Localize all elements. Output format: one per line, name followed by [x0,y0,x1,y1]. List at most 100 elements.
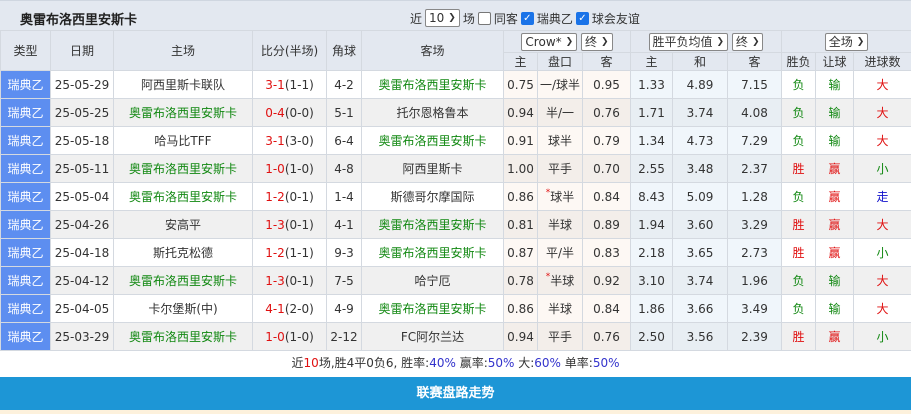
league-cell[interactable]: 瑞典乙 [0,182,51,211]
win-rate: 40% [429,356,456,370]
win-loss: 负 [781,70,817,99]
odds-time-select[interactable]: 终 ❯ [731,32,764,51]
goals-result-text: 走 [876,190,889,204]
league-checkbox[interactable]: ✓ [520,11,534,25]
away-team[interactable]: 托尔恩格鲁本 [396,106,469,120]
home-team-cell[interactable]: 斯托克松德 [113,238,253,267]
away-team-cell[interactable]: 斯德哥尔摩国际 [361,182,504,211]
home-team[interactable]: 阿西里斯卡联队 [140,78,225,92]
score-cell[interactable]: 4-1(2-0) [252,294,327,323]
win-loss: 负 [781,98,817,127]
league-cell[interactable]: 瑞典乙 [0,70,51,99]
full-time-score[interactable]: 3-1 [265,77,285,92]
home-team-cell[interactable]: 奥雷布洛西里安斯卡 [113,154,253,183]
league-cell[interactable]: 瑞典乙 [0,126,51,155]
section-header[interactable]: 联赛盘路走势 [0,377,911,410]
league-cell[interactable]: 瑞典乙 [0,294,51,323]
league-cell[interactable]: 瑞典乙 [0,322,51,351]
home-team-cell[interactable]: 奥雷布洛西里安斯卡 [113,266,253,295]
league-cell[interactable]: 瑞典乙 [0,154,51,183]
date-cell-text: 25-05-25 [54,105,110,120]
away-team-cell[interactable]: 奥雷布洛西里安斯卡 [361,70,504,99]
date-cell-text: 25-05-04 [54,189,110,204]
company-value: Crow* [525,34,562,49]
full-time-score[interactable]: 0-4 [265,105,285,120]
score-cell[interactable]: 1-2(1-1) [252,238,327,267]
score-cell[interactable]: 1-0(1-0) [252,154,327,183]
league-cell[interactable]: 瑞典乙 [0,266,51,295]
score-cell[interactable]: 1-2(0-1) [252,182,327,211]
home-team-cell[interactable]: 阿西里斯卡联队 [113,70,253,99]
full-time-score[interactable]: 4-1 [265,301,285,316]
away-team-cell[interactable]: 哈宁厄 [361,266,504,295]
home-team[interactable]: 安高平 [164,218,201,232]
away-team-cell[interactable]: FC阿尔兰达 [361,322,504,351]
away-team[interactable]: 斯德哥尔摩国际 [390,190,475,204]
away-team[interactable]: 奥雷布洛西里安斯卡 [378,302,487,316]
score-cell[interactable]: 3-1(1-1) [252,70,327,99]
table-row: 瑞典乙 25-04-18 斯托克松德 1-2(1-1) 9-3 奥雷布洛西里安斯卡 0.87… [0,238,911,267]
goals-result: 大 [853,266,911,295]
company-select[interactable]: Crow* ❯ [521,32,578,51]
full-time-score[interactable]: 3-1 [265,133,285,148]
away-team[interactable]: 奥雷布洛西里安斯卡 [378,78,487,92]
odds-draw-text: 3.74 [686,273,714,288]
score-cell[interactable]: 1-3(0-1) [252,210,327,239]
away-team[interactable]: FC阿尔兰达 [400,330,465,344]
match-count-select[interactable]: 10 ❯ [425,9,460,27]
away-team-cell[interactable]: 奥雷布洛西里安斯卡 [361,210,504,239]
scope-select[interactable]: 全场 ❯ [824,32,869,51]
away-team[interactable]: 奥雷布洛西里安斯卡 [378,246,487,260]
home-team-cell[interactable]: 卡尔堡斯(中) [113,294,253,323]
score-cell[interactable]: 0-4(0-0) [252,98,327,127]
same-away-checkbox[interactable] [477,11,491,25]
full-time-score[interactable]: 1-2 [265,189,285,204]
handicap-line: *球半 [537,182,583,211]
away-team-cell[interactable]: 奥雷布洛西里安斯卡 [361,126,504,155]
away-team-cell[interactable]: 阿西里斯卡 [361,154,504,183]
full-time-score[interactable]: 1-3 [265,273,285,288]
corner-cell: 6-4 [326,126,362,155]
table-row: 瑞典乙 25-05-04 奥雷布洛西里安斯卡 1-2(0-1) 1-4 斯德哥尔摩国际 0.… [0,182,911,211]
away-team[interactable]: 奥雷布洛西里安斯卡 [378,218,487,232]
friendly-checkbox[interactable]: ✓ [575,11,589,25]
home-team[interactable]: 奥雷布洛西里安斯卡 [128,274,237,288]
score-cell[interactable]: 1-0(1-0) [252,322,327,351]
odds-type-select[interactable]: 胜平负均值 ❯ [648,32,729,51]
score-cell[interactable]: 3-1(3-0) [252,126,327,155]
score-cell[interactable]: 1-3(0-1) [252,266,327,295]
handicap-result: 输 [815,294,855,323]
league-cell[interactable]: 瑞典乙 [0,210,51,239]
home-team-cell[interactable]: 奥雷布洛西里安斯卡 [113,182,253,211]
full-time-score[interactable]: 1-0 [265,161,285,176]
home-team-cell[interactable]: 奥雷布洛西里安斯卡 [113,98,253,127]
home-team-cell[interactable]: 安高平 [113,210,253,239]
home-team[interactable]: 奥雷布洛西里安斯卡 [128,162,237,176]
away-team-cell[interactable]: 托尔恩格鲁本 [361,98,504,127]
home-team[interactable]: 哈马比TFF [154,134,212,148]
away-team[interactable]: 阿西里斯卡 [402,162,463,176]
odds-draw-text: 3.65 [686,245,714,260]
home-team[interactable]: 奥雷布洛西里安斯卡 [128,330,237,344]
odds-away: 4.08 [726,98,783,127]
home-team[interactable]: 奥雷布洛西里安斯卡 [128,106,237,120]
home-team-cell[interactable]: 奥雷布洛西里安斯卡 [113,322,253,351]
home-team[interactable]: 斯托克松德 [152,246,213,260]
league-cell[interactable]: 瑞典乙 [0,238,51,267]
summary-text: 近 [291,356,304,370]
away-team[interactable]: 奥雷布洛西里安斯卡 [378,134,487,148]
home-team-cell[interactable]: 哈马比TFF [113,126,253,155]
away-team[interactable]: 哈宁厄 [414,274,451,288]
star-mark: * [545,188,551,198]
goals-result-text: 小 [876,330,889,344]
away-team-cell[interactable]: 奥雷布洛西里安斯卡 [361,294,504,323]
league-cell[interactable]: 瑞典乙 [0,98,51,127]
full-time-score[interactable]: 1-0 [265,329,285,344]
handicap-time-select[interactable]: 终 ❯ [581,32,613,51]
home-team[interactable]: 奥雷布洛西里安斯卡 [128,190,237,204]
away-team-cell[interactable]: 奥雷布洛西里安斯卡 [361,238,504,267]
full-time-score[interactable]: 1-3 [265,217,285,232]
home-team[interactable]: 卡尔堡斯(中) [148,302,218,316]
handicap-line-text: 球半 [547,134,572,148]
full-time-score[interactable]: 1-2 [265,245,285,260]
